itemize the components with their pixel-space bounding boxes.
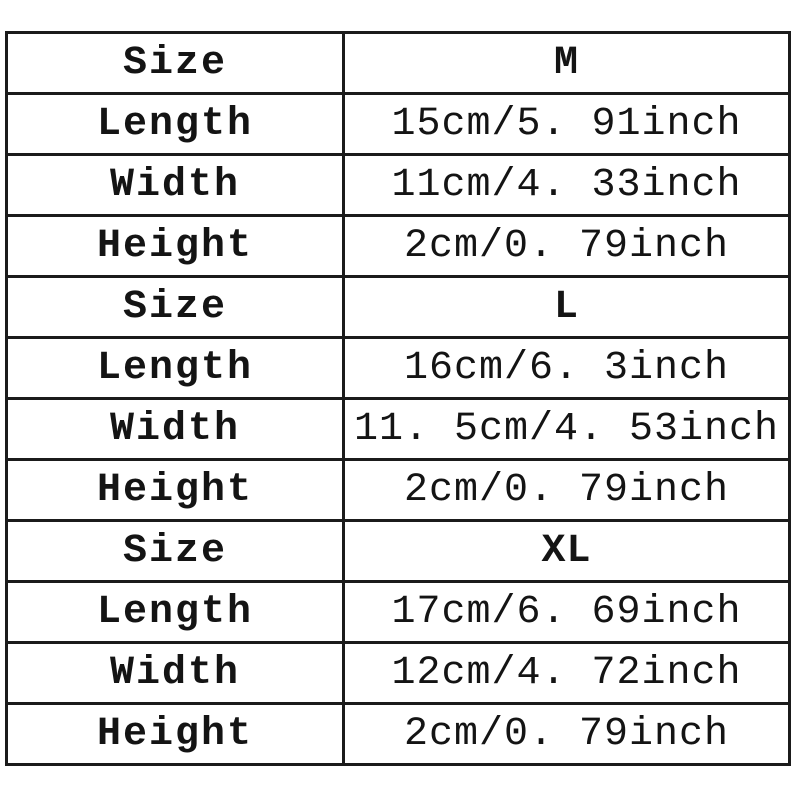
- row-value: 11cm/4. 33inch: [342, 153, 791, 217]
- table-row: Length 15cm/5. 91inch: [5, 92, 791, 156]
- table-row: Length 17cm/6. 69inch: [5, 580, 791, 644]
- table-row-size-l: Size L: [5, 275, 791, 339]
- table-row: Height 2cm/0. 79inch: [5, 458, 791, 522]
- row-value: XL: [342, 519, 791, 583]
- row-value: 2cm/0. 79inch: [342, 458, 791, 522]
- row-label: Length: [5, 92, 345, 156]
- row-label: Size: [5, 519, 345, 583]
- row-value: 15cm/5. 91inch: [342, 92, 791, 156]
- table-row: Height 2cm/0. 79inch: [5, 702, 791, 766]
- row-value: 17cm/6. 69inch: [342, 580, 791, 644]
- row-label: Size: [5, 275, 345, 339]
- table-row-size-xl: Size XL: [5, 519, 791, 583]
- row-label: Height: [5, 458, 345, 522]
- row-label: Width: [5, 153, 345, 217]
- row-label: Length: [5, 336, 345, 400]
- row-value: 2cm/0. 79inch: [342, 214, 791, 278]
- row-label: Height: [5, 702, 345, 766]
- table-row: Width 12cm/4. 72inch: [5, 641, 791, 705]
- table-row: Width 11. 5cm/4. 53inch: [5, 397, 791, 461]
- row-label: Width: [5, 397, 345, 461]
- table-row-size-m: Size M: [5, 31, 791, 95]
- row-label: Height: [5, 214, 345, 278]
- size-chart-table: Size M Length 15cm/5. 91inch Width 11cm/…: [5, 31, 791, 766]
- table-row: Width 11cm/4. 33inch: [5, 153, 791, 217]
- row-label: Width: [5, 641, 345, 705]
- row-value: 16cm/6. 3inch: [342, 336, 791, 400]
- row-label: Size: [5, 31, 345, 95]
- row-value: 12cm/4. 72inch: [342, 641, 791, 705]
- row-value: M: [342, 31, 791, 95]
- size-chart-body: Size M Length 15cm/5. 91inch Width 11cm/…: [5, 31, 791, 766]
- row-value: L: [342, 275, 791, 339]
- table-row: Length 16cm/6. 3inch: [5, 336, 791, 400]
- row-value: 2cm/0. 79inch: [342, 702, 791, 766]
- row-value: 11. 5cm/4. 53inch: [342, 397, 791, 461]
- row-label: Length: [5, 580, 345, 644]
- table-row: Height 2cm/0. 79inch: [5, 214, 791, 278]
